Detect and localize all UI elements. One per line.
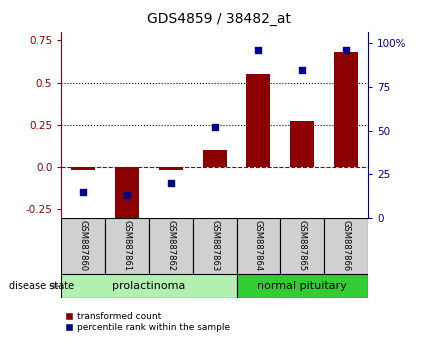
Text: normal pituitary: normal pituitary bbox=[257, 281, 347, 291]
Text: GDS4859 / 38482_at: GDS4859 / 38482_at bbox=[147, 12, 291, 27]
Bar bbox=[105, 218, 149, 274]
Bar bbox=[159, 167, 183, 170]
Bar bbox=[149, 218, 193, 274]
Bar bbox=[71, 167, 95, 170]
Point bbox=[299, 67, 306, 73]
Bar bbox=[280, 218, 324, 274]
Text: GSM887861: GSM887861 bbox=[123, 221, 131, 272]
Text: GSM887862: GSM887862 bbox=[166, 221, 175, 272]
Point bbox=[211, 124, 218, 130]
Point bbox=[255, 48, 262, 53]
Point bbox=[80, 189, 87, 194]
Bar bbox=[202, 150, 227, 167]
Text: GSM887865: GSM887865 bbox=[298, 221, 307, 272]
Bar bbox=[61, 274, 237, 298]
Bar bbox=[334, 52, 358, 167]
Legend: transformed count, percentile rank within the sample: transformed count, percentile rank withi… bbox=[66, 313, 230, 332]
Bar bbox=[246, 74, 270, 167]
Text: prolactinoma: prolactinoma bbox=[112, 281, 186, 291]
Point bbox=[124, 192, 131, 198]
Point bbox=[343, 48, 350, 53]
Bar bbox=[324, 218, 368, 274]
Bar bbox=[61, 218, 105, 274]
Point bbox=[167, 180, 174, 186]
Bar bbox=[193, 218, 237, 274]
Text: disease state: disease state bbox=[9, 281, 74, 291]
Bar bbox=[115, 167, 139, 218]
Bar bbox=[237, 218, 280, 274]
Bar bbox=[290, 121, 314, 167]
Text: GSM887860: GSM887860 bbox=[79, 221, 88, 272]
Text: GSM887863: GSM887863 bbox=[210, 221, 219, 272]
Text: GSM887866: GSM887866 bbox=[342, 221, 350, 272]
Text: GSM887864: GSM887864 bbox=[254, 221, 263, 272]
Bar bbox=[237, 274, 368, 298]
